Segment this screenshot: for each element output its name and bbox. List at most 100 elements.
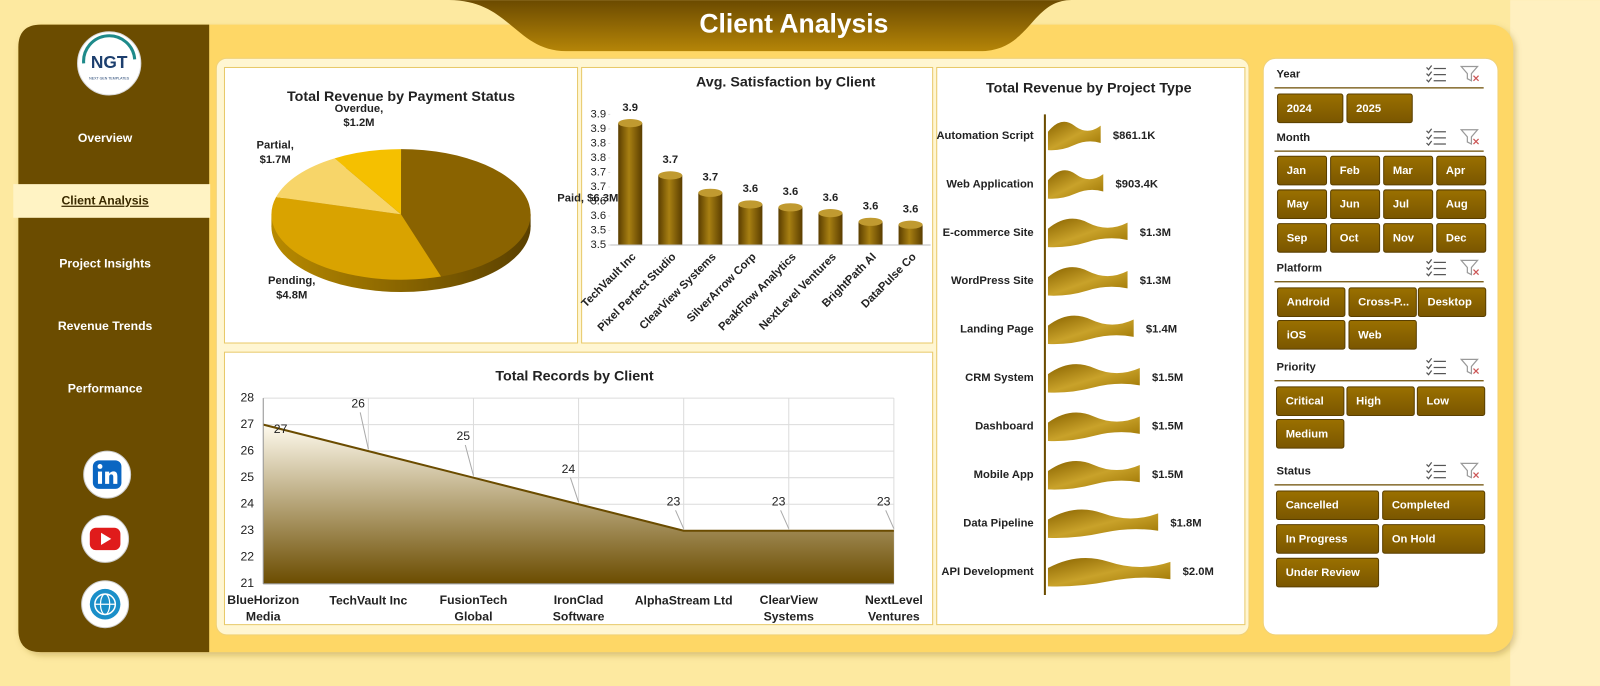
leader-line	[780, 510, 790, 529]
slicer-option[interactable]: Nov	[1393, 232, 1415, 244]
slicer-button[interactable]	[1330, 155, 1381, 186]
slicer-button[interactable]	[1383, 223, 1434, 253]
slicer-option[interactable]: Cross-P...	[1358, 297, 1409, 309]
slicer-button[interactable]	[1436, 155, 1487, 186]
nav-item[interactable]: Project Insights	[59, 256, 151, 270]
slicer-option[interactable]: Aug	[1446, 199, 1468, 211]
slicer-button[interactable]	[1346, 93, 1413, 124]
slicer-option[interactable]: 2024	[1287, 103, 1313, 115]
clear-filter-icon[interactable]	[1459, 462, 1480, 479]
multi-select-icon[interactable]	[1426, 462, 1446, 480]
slicer-option[interactable]: Completed	[1392, 500, 1450, 512]
slicer-option[interactable]: Web	[1358, 329, 1382, 341]
y-tick-label: 27	[240, 417, 254, 431]
slicer-button[interactable]	[1276, 386, 1345, 416]
slicer-option[interactable]: On Hold	[1392, 533, 1436, 545]
clear-filter-icon[interactable]	[1459, 358, 1480, 375]
slicer-button[interactable]	[1417, 287, 1487, 317]
slicer-option[interactable]: Feb	[1340, 165, 1360, 177]
x-tick-label: IronClad Software	[553, 593, 605, 623]
slicer-title: Year	[1277, 69, 1301, 81]
slicer-option[interactable]: Critical	[1286, 396, 1324, 408]
clear-filter-icon[interactable]	[1459, 129, 1480, 146]
slicer-button[interactable]	[1383, 189, 1434, 220]
bar	[698, 192, 723, 246]
slicer-option[interactable]: Oct	[1340, 232, 1359, 244]
slicer-button[interactable]	[1436, 189, 1487, 220]
slicer-button[interactable]	[1382, 490, 1486, 521]
slicer-option[interactable]: Jul	[1393, 199, 1409, 211]
slicer-button[interactable]	[1276, 524, 1380, 554]
slicer-option[interactable]: Under Review	[1286, 567, 1360, 579]
slicer-button[interactable]	[1348, 320, 1417, 350]
slicer-button[interactable]	[1277, 223, 1328, 253]
slicer-button[interactable]	[1383, 155, 1434, 186]
slicer-button[interactable]	[1416, 386, 1486, 416]
nav-item[interactable]: Overview	[78, 131, 133, 145]
slicer-option[interactable]: Android	[1287, 297, 1330, 309]
slicer-option[interactable]: Cancelled	[1286, 500, 1339, 512]
social-website[interactable]	[81, 580, 130, 629]
hbar-panel	[936, 66, 1246, 626]
slicer-option[interactable]: Jan	[1287, 165, 1306, 177]
nav-item[interactable]: Revenue Trends	[58, 319, 153, 333]
page-title: Client Analysis	[699, 9, 888, 39]
multi-select-icon[interactable]	[1426, 128, 1446, 146]
slicer-button[interactable]	[1436, 223, 1487, 253]
slicer-option[interactable]: Sep	[1287, 232, 1308, 244]
bar	[658, 175, 683, 246]
slicer-button[interactable]	[1277, 155, 1328, 186]
slicer-button[interactable]	[1348, 287, 1417, 317]
nav-item[interactable]: Performance	[68, 381, 143, 395]
icon-check	[1426, 140, 1433, 146]
slicer-option[interactable]: Dec	[1446, 232, 1467, 244]
y-tick-label: Dashboard	[975, 421, 1034, 433]
icon-check	[1426, 77, 1433, 83]
slicer-button[interactable]	[1330, 189, 1381, 220]
y-tick-label: 3.5	[591, 239, 607, 251]
data-label: 26	[351, 396, 365, 410]
nav-item[interactable]: Client Analysis	[61, 194, 148, 208]
social-youtube[interactable]	[81, 514, 130, 563]
slicer-button[interactable]	[1276, 557, 1380, 588]
slicer-button[interactable]	[1276, 419, 1345, 449]
data-label: $1.5M	[1152, 372, 1183, 384]
multi-select-icon[interactable]	[1426, 357, 1446, 376]
title-tab	[448, 0, 1072, 52]
clear-filter-icon[interactable]	[1459, 259, 1480, 276]
y-tick-label: Mobile App	[974, 469, 1034, 481]
slicer-button[interactable]	[1382, 524, 1486, 554]
slicer-option[interactable]: Medium	[1286, 428, 1328, 440]
slicer-button[interactable]	[1277, 287, 1346, 317]
slicer-button[interactable]	[1330, 223, 1381, 253]
slicer-option[interactable]: In Progress	[1286, 533, 1348, 545]
icon-check	[1426, 271, 1433, 277]
icon-x	[1473, 269, 1480, 276]
x-tick-label: AlphaStream Ltd	[635, 593, 733, 607]
slicer-button[interactable]	[1277, 93, 1344, 124]
icon-funnel	[1459, 259, 1479, 276]
slicer-option[interactable]: 2025	[1356, 103, 1381, 115]
slicer-button[interactable]	[1277, 320, 1346, 350]
slicer-option[interactable]: Apr	[1446, 165, 1466, 177]
slicer-button[interactable]	[1277, 189, 1328, 220]
slicer-option[interactable]: Jun	[1340, 199, 1360, 211]
y-tick-label: 22	[240, 550, 254, 564]
y-tick-label: 3.6	[591, 210, 607, 222]
slicer-button[interactable]	[1346, 386, 1415, 416]
social-linkedin[interactable]	[83, 450, 132, 499]
slicer-option[interactable]: iOS	[1287, 329, 1307, 341]
slicer-option[interactable]: May	[1287, 199, 1310, 211]
slicer-button[interactable]	[1276, 490, 1380, 521]
icon-funnel	[1459, 358, 1479, 375]
icon-check	[1426, 128, 1433, 134]
multi-select-icon[interactable]	[1426, 258, 1446, 277]
slicer-option[interactable]: Mar	[1393, 165, 1414, 177]
multi-select-icon[interactable]	[1426, 65, 1446, 83]
clear-filter-icon[interactable]	[1459, 65, 1480, 82]
slicer-option[interactable]: Low	[1427, 396, 1450, 408]
slicer-option[interactable]: High	[1356, 396, 1381, 408]
bar	[898, 224, 923, 246]
slicer-option[interactable]: Desktop	[1428, 297, 1472, 309]
y-tick-label: Web Application	[946, 178, 1033, 190]
